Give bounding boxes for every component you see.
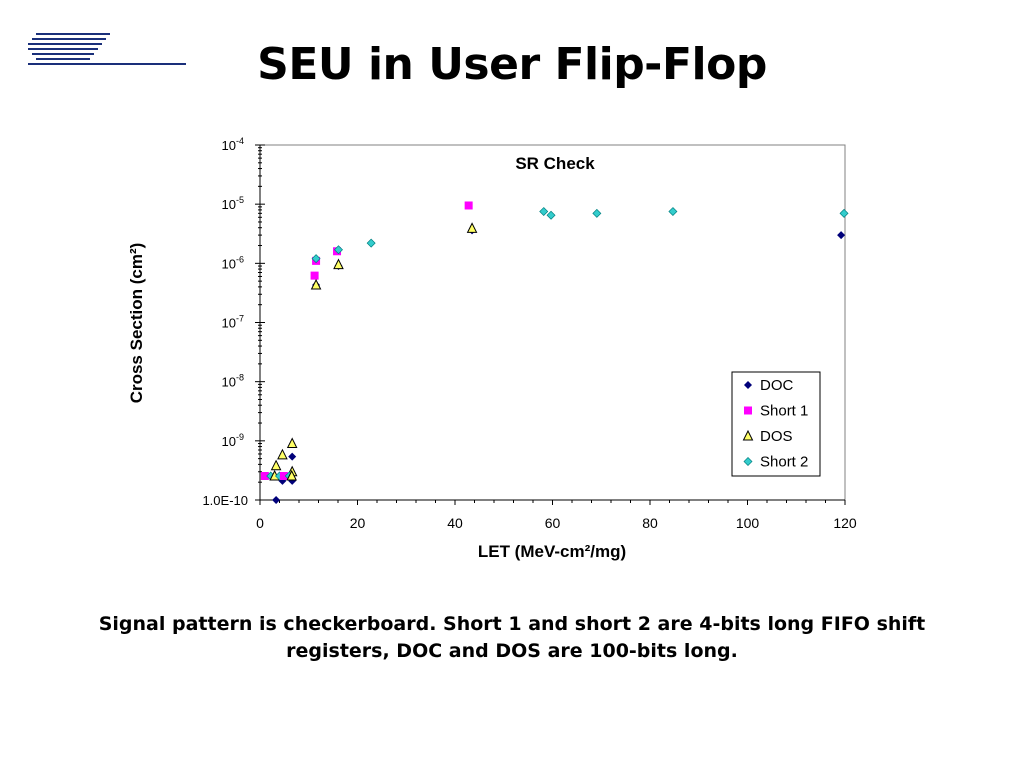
y-tick-label: 10-5 <box>222 195 244 212</box>
data-point-low <box>279 472 288 480</box>
legend-label: DOS <box>760 428 793 445</box>
data-point-short-2 <box>366 238 376 248</box>
data-point-doc <box>288 452 297 461</box>
x-axis-label: LET (MeV-cm²/mg) <box>478 542 626 561</box>
y-tick-label: 1.0E-10 <box>202 493 248 508</box>
data-point-short-2 <box>311 254 321 264</box>
y-axis-ticks: 10-4 10-5 10-6 10-7 10-8 10-9 1.0E-10 <box>202 136 265 508</box>
data-point-short-1 <box>310 271 319 280</box>
x-tick-label: 100 <box>736 515 760 531</box>
caption-line-1: Signal pattern is checkerboard. Short 1 … <box>98 613 926 635</box>
data-point-dos <box>333 258 344 270</box>
y-tick-label: 10-6 <box>222 254 244 271</box>
x-tick-label: 80 <box>642 515 658 531</box>
x-tick-label: 40 <box>447 515 463 531</box>
actel-logo-graphic <box>28 33 186 65</box>
logo-speed-lines <box>28 33 186 65</box>
data-point-dos <box>277 448 288 460</box>
y-tick-label: 10-4 <box>222 136 244 153</box>
legend-label: Short 2 <box>760 454 808 471</box>
data-point-doc <box>837 231 846 240</box>
data-points <box>260 201 849 504</box>
data-point-low <box>286 469 297 481</box>
data-point-short-2 <box>333 245 343 255</box>
chart-title: SR Check <box>515 154 595 173</box>
legend-marker-short-2 <box>743 457 753 466</box>
y-axis-label: Cross Section (cm²) <box>127 243 146 404</box>
legend-marker-doc <box>744 381 752 389</box>
data-point-dos <box>286 437 298 449</box>
data-point-short-2 <box>546 210 556 220</box>
legend-label: Short 1 <box>760 403 808 420</box>
y-tick-label: 10-7 <box>222 314 244 331</box>
scatter-chart: SR Check 10-4 10-5 10-6 10-7 10-8 10-9 1.0E-10… <box>127 136 857 561</box>
legend-label: DOC <box>760 377 794 394</box>
data-point-short-1 <box>464 201 473 210</box>
data-point-dos <box>310 278 322 290</box>
x-tick-label: 120 <box>833 515 857 531</box>
legend: DOC Short 1 DOS Short 2 <box>731 371 821 477</box>
data-point-short-2 <box>592 208 602 218</box>
legend-marker-short-1 <box>744 406 752 415</box>
data-point-low <box>260 472 269 480</box>
data-point-dos <box>270 459 282 471</box>
y-tick-label: 10-9 <box>222 432 244 449</box>
slide-title: SEU in User Flip-Flop <box>257 39 767 90</box>
data-point-short-2 <box>839 208 849 218</box>
data-point-short-2 <box>668 207 678 217</box>
data-point-short-2 <box>539 207 549 217</box>
caption-line-2: registers, DOC and DOS are 100-bits long… <box>286 640 738 662</box>
data-point-dos <box>466 222 478 233</box>
x-tick-label: 20 <box>350 515 366 531</box>
legend-marker-dos <box>742 429 754 441</box>
x-tick-label: 0 <box>256 515 264 531</box>
x-axis-ticks: 0 20 40 60 80 100 120 <box>256 500 857 531</box>
data-point-doc <box>272 496 281 504</box>
y-tick-label: 10-8 <box>222 373 244 390</box>
x-tick-label: 60 <box>545 515 561 531</box>
actel-logo <box>26 20 190 70</box>
caption: Signal pattern is checkerboard. Short 1 … <box>60 611 964 665</box>
